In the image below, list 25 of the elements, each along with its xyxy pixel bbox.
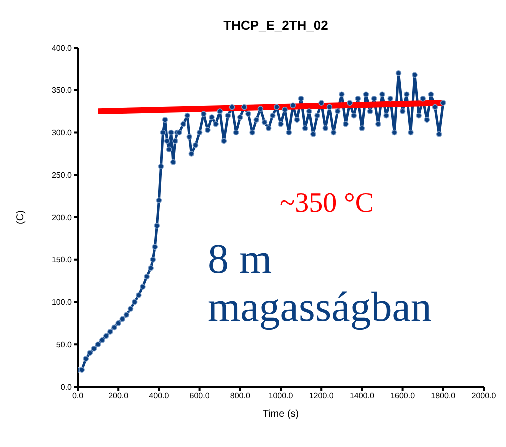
y-tick-label: 400.0 xyxy=(52,44,73,53)
x-tick-label: 0.0 xyxy=(72,392,84,401)
y-tick-label: 50.0 xyxy=(56,340,73,350)
x-tick-label: 1600.0 xyxy=(390,392,416,401)
x-tick-label: 1200.0 xyxy=(309,392,334,401)
x-tick-label: 400.0 xyxy=(149,392,170,401)
annotation: 8 m magasságban xyxy=(208,236,433,333)
y-tick-label: 300.0 xyxy=(52,128,73,138)
x-tick-label: 200.0 xyxy=(108,392,130,401)
x-tick-label: 600.0 xyxy=(190,392,210,401)
y-tick-label: 250.0 xyxy=(52,170,73,180)
y-tick-label: 150.0 xyxy=(52,256,73,265)
x-tick-label: 1400.0 xyxy=(350,392,375,401)
x-tick-label: 2000.0 xyxy=(472,392,497,401)
y-axis-title: (C) xyxy=(16,210,27,224)
y-tick-label: 350.0 xyxy=(52,86,73,96)
x-tick-label: 1800.0 xyxy=(431,392,456,401)
chart-title: THCP_E_2TH_02 xyxy=(222,18,330,33)
x-tick-label: 1000.0 xyxy=(268,392,294,401)
x-axis-title: Time (s) xyxy=(262,409,300,420)
x-tick-label: 800.0 xyxy=(230,392,251,401)
y-tick-label: 100.0 xyxy=(52,298,73,308)
y-tick-label: 200.0 xyxy=(52,213,73,222)
annotation: ~350 °C xyxy=(280,188,376,220)
y-tick-label: 0.0 xyxy=(60,382,73,392)
